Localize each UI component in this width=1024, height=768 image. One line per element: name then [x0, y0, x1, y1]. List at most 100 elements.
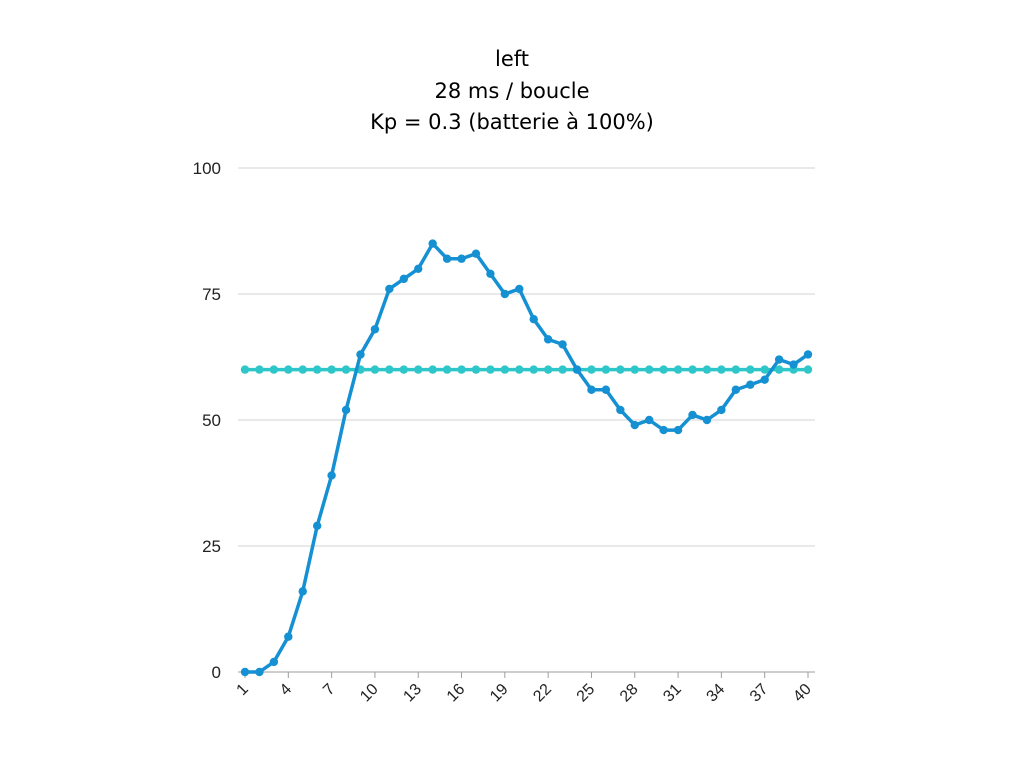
- data-point: [630, 365, 639, 374]
- data-point: [760, 365, 769, 374]
- data-point: [312, 365, 322, 374]
- x-tick-label: 28: [617, 681, 642, 706]
- x-tick-label: 10: [357, 681, 382, 706]
- data-point: [659, 425, 668, 435]
- data-point: [774, 365, 784, 374]
- data-point: [370, 365, 380, 374]
- data-point: [717, 405, 726, 415]
- data-point: [312, 521, 322, 531]
- data-point: [630, 420, 639, 430]
- series-line: [243, 241, 810, 674]
- chart-title-line-3: Kp = 0.3 (batterie à 100%): [370, 110, 654, 134]
- data-point: [601, 365, 611, 374]
- data-point: [587, 365, 596, 374]
- data-point: [645, 365, 654, 374]
- data-point: [746, 365, 755, 374]
- data-point: [370, 325, 380, 334]
- series-2: [240, 365, 813, 374]
- data-point: [774, 355, 784, 364]
- data-point: [558, 365, 567, 374]
- x-tick-label: 25: [574, 681, 599, 706]
- data-point: [385, 365, 394, 374]
- x-tick-label: 37: [747, 681, 772, 706]
- data-point: [269, 657, 279, 667]
- data-point: [587, 385, 596, 394]
- data-point: [673, 365, 683, 374]
- y-tick-label: 100: [193, 159, 221, 178]
- series: [240, 239, 813, 677]
- data-point: [486, 269, 495, 279]
- data-point: [471, 365, 481, 374]
- data-point: [731, 365, 741, 374]
- data-point: [645, 415, 654, 425]
- x-tick-label: 13: [400, 681, 425, 706]
- data-point: [399, 274, 408, 284]
- data-point: [558, 340, 567, 349]
- data-point: [616, 365, 625, 374]
- data-point: [515, 365, 524, 374]
- x-tick-label: 7: [320, 681, 338, 699]
- data-point: [442, 254, 452, 263]
- data-point: [327, 365, 336, 374]
- data-point: [284, 632, 293, 641]
- data-point: [356, 350, 365, 359]
- x-tick-label: 19: [487, 681, 512, 706]
- data-point: [731, 385, 741, 394]
- data-point: [803, 365, 813, 374]
- y-tick-label: 25: [202, 537, 221, 556]
- x-tick-label: 22: [530, 681, 555, 706]
- data-point: [414, 365, 423, 374]
- data-point: [255, 667, 264, 677]
- data-point: [702, 365, 712, 374]
- data-point: [760, 375, 769, 384]
- gridlines: [238, 167, 815, 547]
- data-point: [385, 284, 394, 294]
- x-tick-label: 40: [790, 681, 815, 706]
- x-tick-label: 34: [704, 681, 729, 706]
- chart-title-line-1: left: [494, 47, 529, 71]
- data-point: [673, 425, 683, 435]
- data-point: [789, 360, 798, 369]
- data-point: [601, 385, 611, 394]
- data-point: [240, 667, 250, 677]
- data-point: [572, 365, 582, 374]
- data-point: [688, 410, 697, 420]
- x-axis: 1 4 7 10 13 16 19 22 25 28 31 34 37 40: [234, 671, 815, 706]
- data-point: [298, 365, 307, 374]
- chart-title-line-2: 28 ms / boucle: [434, 78, 590, 103]
- data-point: [269, 365, 279, 374]
- x-tick-label: 4: [277, 681, 295, 699]
- data-point: [298, 587, 307, 596]
- data-point: [255, 365, 264, 374]
- data-point: [500, 289, 510, 299]
- data-point: [341, 405, 351, 415]
- chart-title: left 28 ms / boucle Kp = 0.3 (batterie à…: [0, 44, 1024, 139]
- data-point: [428, 239, 437, 248]
- data-point: [500, 365, 510, 374]
- y-tick-label: 0: [212, 663, 221, 682]
- data-point: [486, 365, 495, 374]
- data-point: [529, 315, 538, 324]
- series-1: [240, 239, 813, 677]
- data-point: [457, 254, 466, 263]
- data-point: [515, 284, 524, 294]
- y-axis: 0 25 50 75 100: [193, 159, 221, 682]
- y-tick-label: 50: [202, 411, 221, 430]
- data-point: [659, 365, 668, 374]
- data-point: [702, 415, 712, 425]
- x-tick-label: 16: [444, 681, 469, 706]
- data-point: [529, 365, 538, 374]
- data-point: [399, 365, 408, 374]
- data-point: [414, 264, 423, 273]
- x-tick-label: 31: [660, 681, 685, 706]
- y-tick-label: 75: [202, 285, 221, 304]
- data-point: [442, 365, 452, 374]
- data-point: [457, 365, 466, 374]
- data-point: [428, 365, 437, 374]
- data-point: [471, 249, 481, 258]
- data-point: [341, 365, 351, 374]
- data-point: [616, 405, 625, 415]
- x-tick-label: 1: [234, 681, 252, 699]
- data-point: [746, 380, 755, 389]
